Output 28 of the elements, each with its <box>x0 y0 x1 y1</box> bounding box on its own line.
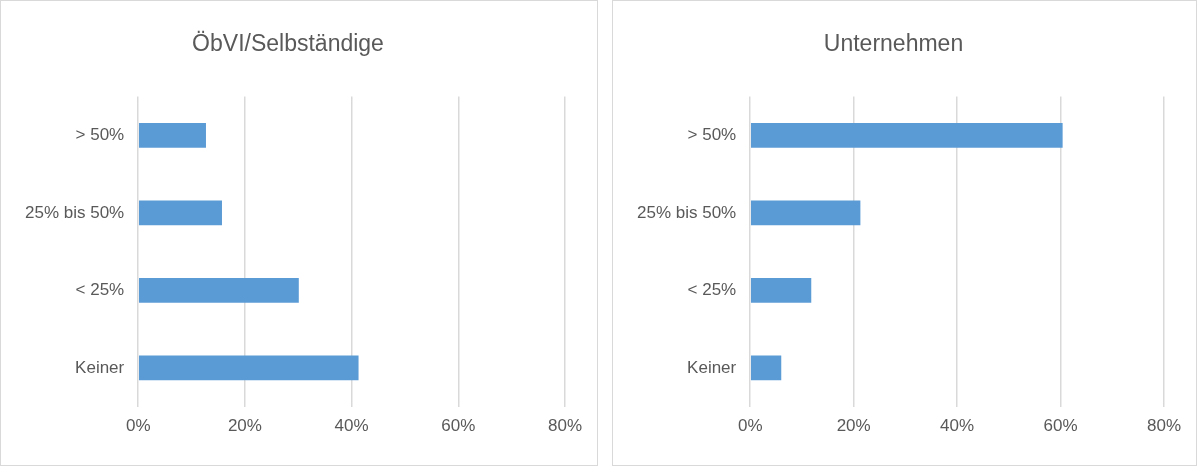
chart-title: Unternehmen <box>823 30 964 57</box>
x-tick-label: 80% <box>547 416 583 436</box>
x-tick-label: 20% <box>836 416 871 436</box>
y-tick-label: > 50% <box>75 125 125 145</box>
x-tick-label: 60% <box>441 416 476 436</box>
bar <box>138 200 222 226</box>
bar <box>138 122 206 148</box>
bar <box>138 277 299 303</box>
y-tick-label: Keiner <box>687 357 737 377</box>
x-tick-label: 0% <box>125 416 151 436</box>
y-tick-label: > 50% <box>687 125 737 145</box>
x-tick-label: 40% <box>334 416 369 436</box>
x-tick-label: 20% <box>227 416 262 436</box>
x-tick-label: 80% <box>1146 416 1182 436</box>
bar <box>750 200 861 226</box>
bar <box>750 277 812 303</box>
x-tick-label: 40% <box>940 416 975 436</box>
x-tick-label: 60% <box>1043 416 1078 436</box>
bar <box>750 355 782 381</box>
bar <box>750 122 1063 148</box>
bar <box>138 355 359 381</box>
chart-title: ÖbVI/Selbständige <box>192 30 384 57</box>
y-tick-label: < 25% <box>687 280 737 300</box>
y-tick-label: Keiner <box>75 357 125 377</box>
y-tick-label: 25% bis 50% <box>636 202 737 222</box>
x-tick-label: 0% <box>737 416 763 436</box>
y-tick-label: 25% bis 50% <box>24 202 125 222</box>
y-tick-label: < 25% <box>75 280 125 300</box>
